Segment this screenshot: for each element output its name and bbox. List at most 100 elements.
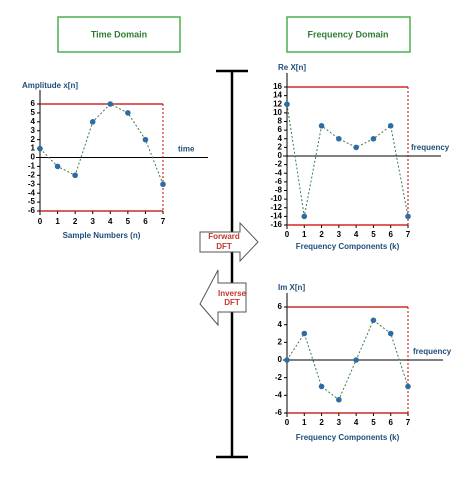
x-tick-label: 3 <box>337 230 342 239</box>
y-tick-label: 2 <box>31 135 36 144</box>
y-tick-label: -8 <box>275 186 283 195</box>
y-tick-label: 6 <box>278 125 283 134</box>
data-point <box>37 145 43 152</box>
x-tick-label: 4 <box>108 217 113 226</box>
y-tick-label: -4 <box>275 390 283 399</box>
y-tick-label: -1 <box>28 162 36 171</box>
x-axis-label: Frequency Components (k) <box>296 433 400 442</box>
x-axis-arrow-label: frequency <box>411 143 450 152</box>
y-tick-label: 0 <box>278 151 283 160</box>
x-tick-label: 1 <box>302 418 307 427</box>
data-point <box>353 357 359 363</box>
y-tick-label: 3 <box>31 126 36 135</box>
y-tick-label: -2 <box>275 160 283 169</box>
data-point <box>405 213 411 220</box>
data-point <box>370 317 377 324</box>
inverse-dft-label: DFT <box>224 298 240 307</box>
data-point <box>72 172 78 179</box>
y-tick-label: -6 <box>275 177 283 186</box>
y-tick-label: 8 <box>278 117 283 126</box>
x-tick-label: 5 <box>126 217 131 226</box>
y-tick-label: 0 <box>31 153 36 162</box>
y-tick-label: -14 <box>270 211 282 220</box>
forward-label: Forward <box>208 232 240 241</box>
series-line <box>39 103 164 185</box>
x-tick-label: 7 <box>161 217 166 226</box>
forward-dft-label: DFT <box>216 242 232 251</box>
y-tick-label: 2 <box>278 337 283 346</box>
data-point <box>54 163 61 170</box>
x-tick-label: 2 <box>319 230 324 239</box>
y-tick-label: -5 <box>28 197 36 206</box>
x-tick-label: 6 <box>143 217 148 226</box>
data-point <box>125 110 131 116</box>
y-tick-label: 4 <box>278 134 283 143</box>
data-point <box>107 101 114 107</box>
y-tick-label: -4 <box>28 188 36 197</box>
x-tick-label: 4 <box>354 418 359 427</box>
x-tick-label: 0 <box>38 217 43 226</box>
series-line <box>286 319 409 401</box>
y-tick-label: 12 <box>273 99 282 108</box>
data-point <box>301 330 308 337</box>
y-axis-label: Amplitude x[n] <box>22 81 78 90</box>
x-axis-arrow-label: frequency <box>413 347 452 356</box>
y-axis-label: Im X[n] <box>278 283 305 292</box>
y-tick-label: 4 <box>31 117 36 126</box>
x-tick-label: 5 <box>371 230 376 239</box>
data-point <box>387 123 394 129</box>
y-tick-label: -6 <box>28 206 36 215</box>
x-tick-label: 1 <box>55 217 60 226</box>
y-tick-label: 10 <box>273 108 282 117</box>
y-tick-label: 2 <box>278 142 283 151</box>
data-point <box>370 135 377 142</box>
x-tick-label: 4 <box>354 230 359 239</box>
data-point <box>353 144 359 151</box>
x-axis-arrow-label: time <box>178 145 195 154</box>
y-tick-label: -16 <box>270 220 282 229</box>
data-point <box>89 119 96 125</box>
series-line <box>286 104 409 217</box>
x-tick-label: 6 <box>388 418 393 427</box>
y-tick-label: 6 <box>31 99 36 108</box>
data-point <box>336 135 342 142</box>
data-point <box>318 123 325 129</box>
data-point <box>318 383 325 390</box>
x-axis-label: Sample Numbers (n) <box>63 231 141 240</box>
y-axis-label: Re X[n] <box>278 63 306 72</box>
frequency-domain-box <box>286 16 411 53</box>
x-tick-label: 0 <box>285 230 290 239</box>
y-tick-label: -2 <box>28 170 36 179</box>
x-tick-label: 2 <box>319 418 324 427</box>
y-tick-label: 16 <box>273 82 282 91</box>
data-point <box>160 181 166 188</box>
y-tick-label: -3 <box>28 179 36 188</box>
frequency-domain-title: Frequency Domain <box>307 29 388 39</box>
data-point <box>142 136 149 143</box>
y-tick-label: -2 <box>275 373 283 382</box>
data-point <box>284 101 290 108</box>
x-tick-label: 7 <box>406 418 411 427</box>
inverse-label: Inverse <box>218 289 247 298</box>
x-axis-label: Frequency Components (k) <box>296 242 400 251</box>
y-tick-label: 4 <box>278 320 283 329</box>
x-tick-label: 0 <box>285 418 290 427</box>
data-point <box>387 330 394 337</box>
y-tick-label: 1 <box>31 144 36 153</box>
inverse-arrow <box>199 269 247 327</box>
forward-arrow <box>199 221 259 263</box>
time-domain-title: Time Domain <box>91 29 147 39</box>
y-tick-label: 0 <box>278 355 283 364</box>
y-tick-label: -6 <box>275 408 283 417</box>
y-tick-label: -4 <box>275 168 283 177</box>
y-tick-label: -10 <box>270 194 282 203</box>
x-tick-label: 2 <box>73 217 78 226</box>
data-point <box>336 396 342 403</box>
y-tick-label: 14 <box>273 91 282 100</box>
x-tick-label: 6 <box>388 230 393 239</box>
y-tick-label: 5 <box>31 108 36 117</box>
y-tick-label: -12 <box>270 203 282 212</box>
x-tick-label: 7 <box>406 230 411 239</box>
x-tick-label: 5 <box>371 418 376 427</box>
